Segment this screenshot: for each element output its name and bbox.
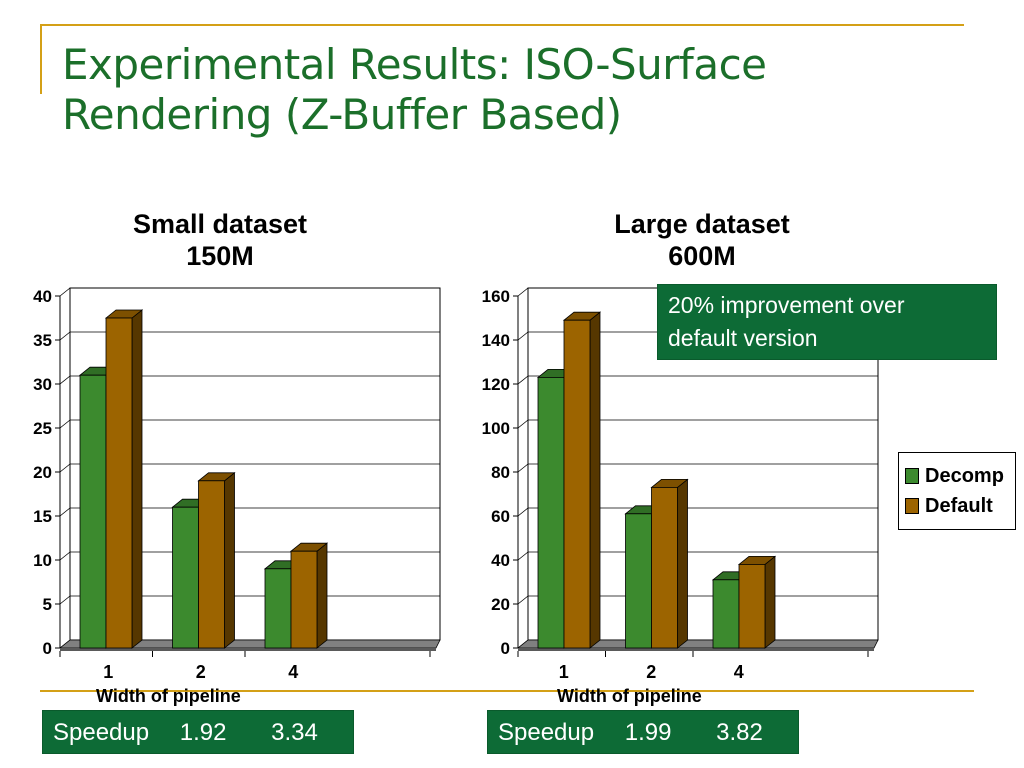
y-tick-label-small: 20 (33, 463, 52, 482)
bar-small-decomp-2 (172, 506, 199, 649)
y-tick-label-large: 80 (491, 463, 510, 482)
gridline-diag-large (517, 419, 529, 429)
gridline-diag-small (59, 331, 71, 341)
gridline-diag-small (59, 375, 71, 385)
bar-large-default-2-side (677, 478, 688, 649)
bar-small-decomp-4 (264, 568, 292, 649)
gridline-diag-small (59, 507, 71, 517)
bar-large-default-2 (651, 486, 678, 649)
y-tick-label-small: 40 (33, 287, 52, 306)
speedup-value-small-2: 1.92 (179, 719, 227, 746)
bar-small-default-1 (105, 317, 133, 649)
gridline-diag-small (59, 463, 71, 473)
speedup-label-large: Speedup (498, 719, 595, 746)
chart-title-large-line2: 600M (668, 241, 736, 271)
speedup-label-small: Speedup (53, 719, 150, 746)
bar-large-default-4 (738, 564, 766, 649)
gridline-diag-large (517, 507, 529, 517)
legend-label-default: Default (925, 494, 993, 517)
speedup-box-large: Speedup 1.99 3.82 (487, 710, 799, 754)
improvement-callout: 20% improvement over default version (657, 284, 997, 360)
x-tick-label-small-2: 2 (196, 662, 206, 682)
y-tick-label-large: 60 (491, 507, 510, 526)
xaxis-label-large: Width of pipeline (557, 686, 702, 706)
y-tick-label-small: 10 (33, 551, 52, 570)
left-accent-line (40, 24, 42, 94)
legend-swatch-decomp (905, 468, 919, 484)
y-tick-label-small: 30 (33, 375, 52, 394)
gridline-diag-large (517, 595, 529, 605)
y-tick-label-small: 5 (43, 595, 52, 614)
bar-large-decomp-2 (625, 513, 652, 649)
bar-small-default-4 (290, 550, 318, 649)
speedup-box-small: Speedup 1.92 3.34 (42, 710, 354, 754)
top-accent-line (40, 24, 964, 26)
x-tick-label-small-4: 4 (288, 662, 298, 682)
gridline-diag-large (517, 463, 529, 473)
y-tick-label-large: 0 (501, 639, 510, 658)
x-tick-label-small-1: 1 (103, 662, 113, 682)
bar-large-decomp-4 (712, 579, 740, 649)
y-tick-label-small: 35 (33, 331, 52, 350)
x-tick-label-large-1: 1 (559, 662, 569, 682)
gridline-diag-small (59, 595, 71, 605)
chart-title-small: Small dataset 150M (70, 208, 370, 272)
slide-title: Experimental Results: ISO-Surface Render… (62, 40, 962, 140)
gridline-diag-large (517, 375, 529, 385)
bar-small-decomp-1 (79, 374, 107, 649)
chart-title-small-line1: Small dataset (132, 209, 308, 239)
gridline-diag-small (59, 551, 71, 561)
bar-small-default-4-side (316, 542, 328, 649)
gridline-diag-large (517, 331, 529, 341)
callout-line2: default version (668, 325, 818, 351)
gridline-diag-large (517, 287, 529, 297)
legend-label-decomp: Decomp (925, 464, 1004, 487)
chart-title-large: Large dataset 600M (552, 208, 852, 272)
bar-large-default-1-side (589, 311, 601, 649)
callout-line1: 20% improvement over (668, 292, 905, 318)
y-tick-label-small: 25 (33, 419, 52, 438)
chart-title-large-line1: Large dataset (614, 209, 790, 239)
bar-small-default-2 (198, 480, 225, 649)
legend-item-decomp: Decomp (905, 461, 1009, 491)
gridline-diag-small (59, 287, 71, 297)
bar-large-default-4-side (764, 555, 776, 649)
chart-legend: Decomp Default (898, 452, 1016, 530)
floor-edge-large (518, 648, 874, 651)
speedup-value-large-4: 3.82 (716, 719, 763, 746)
slide-title-line1: Experimental Results: ISO-Surface (62, 40, 767, 89)
floor-edge-small (60, 648, 436, 651)
x-tick-label-large-2: 2 (646, 662, 656, 682)
y-tick-label-small: 0 (43, 639, 52, 658)
y-tick-label-large: 40 (491, 551, 510, 570)
y-tick-label-large: 20 (491, 595, 510, 614)
bar-small-default-2-side (224, 471, 235, 649)
bar-large-default-1 (563, 319, 591, 649)
legend-item-default: Default (905, 491, 1009, 521)
slide-title-line2: Rendering (Z-Buffer Based) (62, 90, 622, 139)
y-tick-label-small: 15 (33, 507, 52, 526)
chart-title-small-line2: 150M (186, 241, 254, 271)
y-tick-label-large: 100 (482, 419, 510, 438)
y-tick-label-large: 120 (482, 375, 510, 394)
xaxis-label-small: Width of pipeline (96, 686, 241, 706)
speedup-value-large-2: 1.99 (624, 719, 672, 746)
x-tick-label-large-4: 4 (734, 662, 744, 682)
legend-swatch-default (905, 498, 919, 514)
speedup-value-small-4: 3.34 (271, 719, 318, 746)
bottom-accent-line (40, 690, 974, 692)
bar-large-decomp-1 (537, 376, 565, 649)
gridline-diag-large (517, 551, 529, 561)
bar-small-default-1-side (131, 309, 143, 649)
gridline-diag-small (59, 419, 71, 429)
y-tick-label-large: 160 (482, 287, 510, 306)
y-tick-label-large: 140 (482, 331, 510, 350)
